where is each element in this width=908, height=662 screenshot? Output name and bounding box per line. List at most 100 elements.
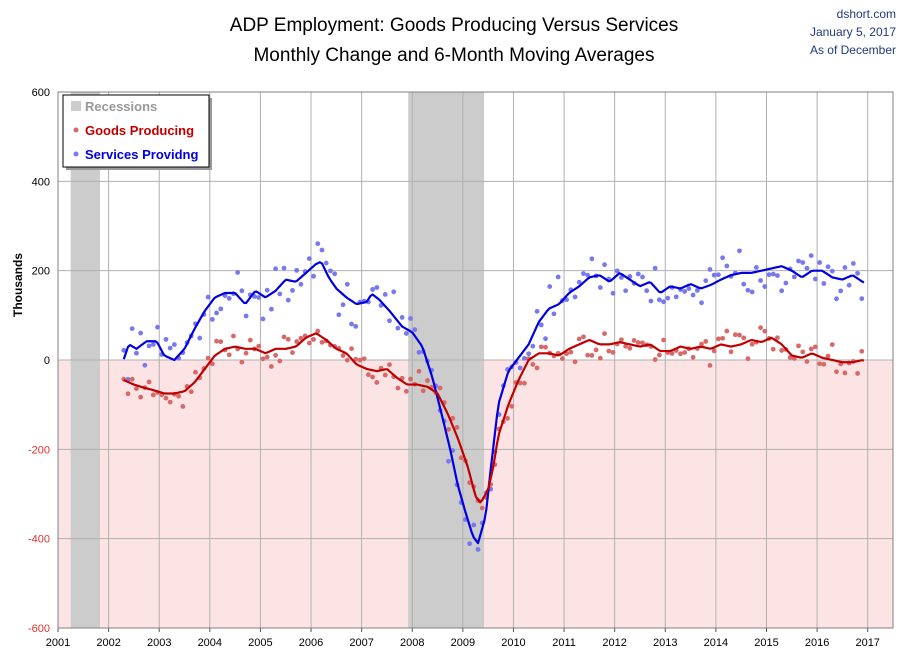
- services-point: [146, 343, 152, 349]
- services-point: [336, 312, 342, 318]
- services-point: [699, 300, 704, 306]
- services-point: [850, 261, 856, 266]
- goods-point: [479, 505, 485, 511]
- services-point: [150, 341, 156, 347]
- goods-point: [652, 357, 658, 362]
- goods-point: [395, 385, 401, 391]
- goods-point: [458, 455, 464, 461]
- services-point: [530, 343, 536, 349]
- goods-point: [522, 380, 527, 386]
- services-point: [551, 311, 557, 317]
- plot-border: [57, 91, 894, 629]
- goods-point: [450, 415, 456, 421]
- goods-point: [403, 388, 409, 394]
- goods-point: [829, 342, 835, 348]
- goods-point: [538, 344, 544, 350]
- goods-point: [226, 352, 232, 358]
- goods-point: [724, 328, 730, 334]
- x-tick-label: 2013: [653, 637, 677, 649]
- services-point: [467, 541, 472, 547]
- x-tick-label: 2002: [96, 637, 120, 649]
- x-tick-label: 2007: [349, 637, 373, 649]
- services-point: [665, 295, 671, 301]
- goods-point: [306, 340, 312, 346]
- source-date: January 5, 2017: [810, 25, 896, 39]
- services-point: [264, 287, 270, 293]
- services-point: [285, 297, 291, 303]
- y-tick-label: -400: [28, 534, 50, 546]
- goods-point: [597, 355, 603, 361]
- goods-point: [745, 356, 751, 362]
- services-point: [209, 316, 215, 322]
- goods-point: [669, 351, 675, 356]
- services-point: [703, 278, 709, 284]
- goods-point: [214, 338, 219, 344]
- goods-point: [855, 370, 860, 376]
- services-point: [218, 306, 224, 312]
- services-point: [614, 268, 620, 274]
- goods-point: [209, 361, 215, 367]
- goods-point: [264, 354, 270, 360]
- services-point: [328, 268, 333, 274]
- legend-label-goods: Goods Producing: [85, 123, 194, 138]
- services-point: [741, 281, 747, 287]
- services-point: [610, 290, 616, 296]
- services-point: [323, 260, 329, 266]
- x-tick-label: 2015: [754, 637, 778, 649]
- services-point: [707, 267, 713, 272]
- services-point: [522, 355, 527, 361]
- services-point: [226, 295, 232, 301]
- goods-point: [749, 341, 755, 347]
- goods-point: [340, 353, 346, 358]
- services-point: [243, 313, 249, 319]
- y-tick-label: 600: [32, 87, 50, 99]
- goods-point: [231, 333, 236, 339]
- goods-point: [125, 391, 131, 397]
- services-point: [644, 288, 650, 294]
- goods-point: [640, 340, 645, 346]
- services-point: [724, 263, 730, 269]
- goods-point: [732, 332, 738, 338]
- goods-point: [382, 372, 388, 378]
- goods-point: [505, 415, 510, 421]
- services-point: [408, 316, 413, 321]
- services-point: [273, 266, 279, 272]
- services-point: [471, 522, 477, 528]
- goods-point: [635, 340, 641, 345]
- goods-point: [285, 336, 291, 342]
- services-point: [796, 258, 801, 264]
- goods-point: [138, 394, 144, 400]
- services-point: [673, 294, 679, 300]
- legend-label-services: Services Providng: [85, 147, 198, 162]
- goods-point: [585, 352, 591, 358]
- goods-point: [134, 386, 139, 392]
- goods-point: [543, 344, 548, 350]
- services-point: [370, 287, 375, 292]
- x-tick-label: 2011: [552, 637, 576, 649]
- goods-point: [530, 362, 536, 367]
- services-point: [775, 273, 780, 278]
- services-point: [648, 298, 654, 304]
- x-tick-label: 2017: [855, 637, 879, 649]
- services-point: [572, 294, 578, 300]
- goods-point: [247, 337, 253, 343]
- goods-point: [290, 350, 295, 355]
- services-point: [758, 278, 763, 283]
- services-point: [315, 241, 321, 247]
- goods-point: [454, 424, 460, 430]
- services-point: [753, 265, 759, 270]
- services-point: [163, 336, 169, 342]
- goods-point: [581, 334, 586, 340]
- services-point: [749, 289, 755, 295]
- goods-point: [420, 388, 426, 394]
- y-tick-label: -600: [28, 623, 50, 635]
- source-site: dshort.com: [837, 7, 896, 21]
- y-tick-label: 400: [32, 176, 50, 188]
- services-point: [294, 267, 300, 273]
- services-point: [340, 302, 346, 308]
- goods-point: [589, 352, 595, 358]
- services-point: [682, 288, 688, 294]
- goods-point: [813, 344, 818, 350]
- services-point: [256, 295, 262, 300]
- services-point: [690, 292, 696, 298]
